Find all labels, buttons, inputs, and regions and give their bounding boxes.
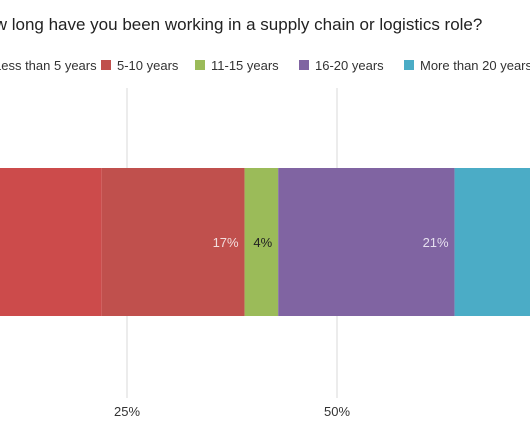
chart-title: How long have you been working in a supp… xyxy=(0,15,483,34)
bar-group xyxy=(0,168,530,316)
data-label: 17% xyxy=(213,235,239,250)
data-label: 4% xyxy=(253,235,272,250)
data-label: 21% xyxy=(423,235,449,250)
legend-label: Less than 5 years xyxy=(0,58,97,73)
legend: Less than 5 years 5-10 years 11-15 years 16… xyxy=(0,58,530,73)
x-tick-label: 50% xyxy=(324,404,350,419)
bar-segment xyxy=(278,168,455,316)
bar-segment xyxy=(0,168,102,316)
segment-labels: 17% 4% 21% xyxy=(213,235,449,250)
bar-segment xyxy=(454,168,530,316)
bar-segment xyxy=(244,168,279,316)
legend-swatch xyxy=(195,60,205,70)
x-axis-ticks: 25%50%75% xyxy=(114,404,350,419)
bar-segment xyxy=(101,168,245,316)
legend-swatch xyxy=(404,60,414,70)
legend-swatch xyxy=(299,60,309,70)
x-tick-label: 25% xyxy=(114,404,140,419)
legend-label: 16-20 years xyxy=(315,58,384,73)
legend-swatch xyxy=(101,60,111,70)
legend-label: 11-15 years xyxy=(211,58,279,73)
legend-label: More than 20 years xyxy=(420,58,530,73)
legend-label: 5-10 years xyxy=(117,58,179,73)
